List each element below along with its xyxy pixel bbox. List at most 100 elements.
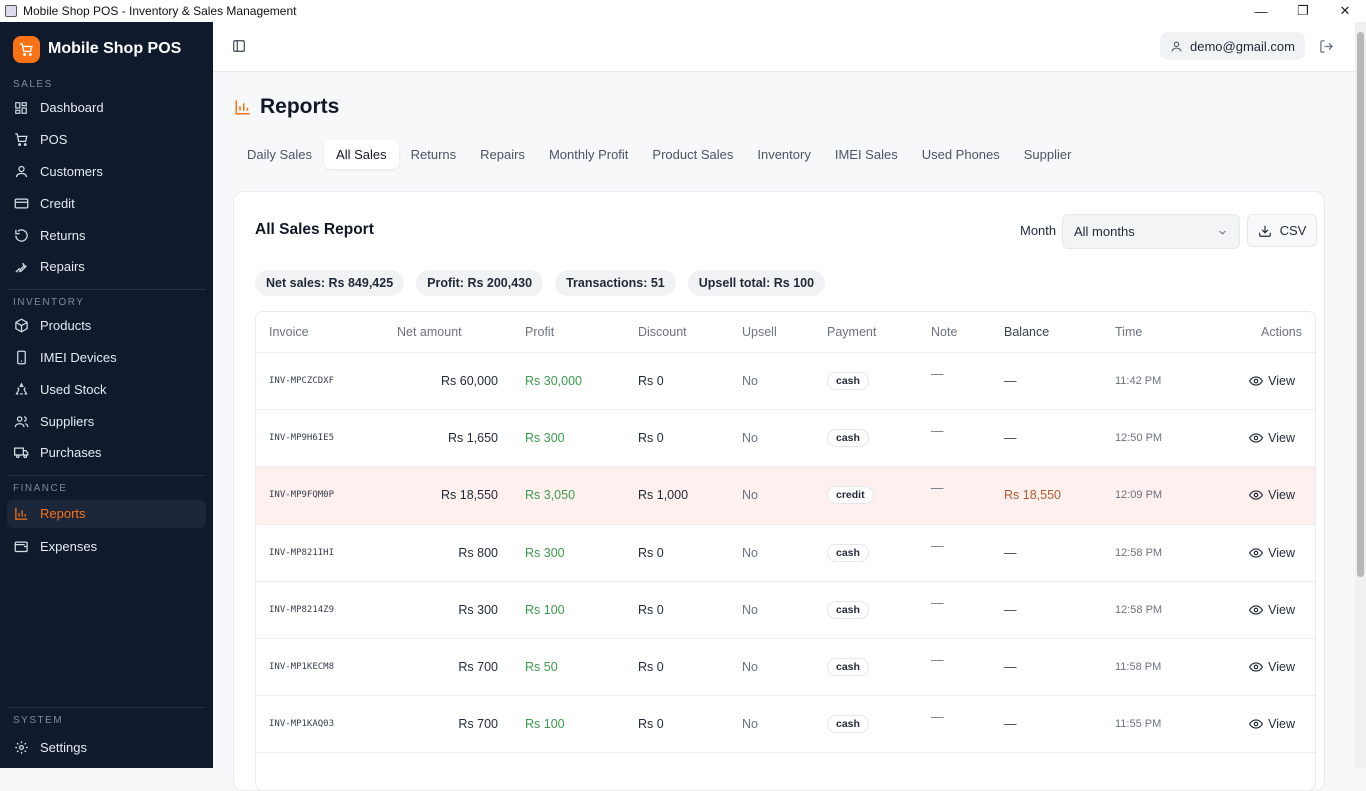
eye-icon bbox=[1249, 547, 1264, 558]
brand-name: Mobile Shop POS bbox=[48, 40, 182, 57]
view-button[interactable]: View bbox=[1215, 660, 1315, 674]
report-tabs: Daily Sales All Sales Returns Repairs Mo… bbox=[235, 140, 1083, 169]
balance: Rs 18,550 bbox=[1004, 488, 1061, 503]
view-label: View bbox=[1268, 431, 1295, 446]
sidebar-item-reports[interactable]: Reports bbox=[7, 499, 206, 528]
tab-inventory[interactable]: Inventory bbox=[757, 147, 811, 162]
sidebar-item-products[interactable]: Products bbox=[0, 310, 213, 342]
profit: Rs 100 bbox=[525, 717, 565, 732]
close-button[interactable]: ✕ bbox=[1339, 3, 1351, 18]
tab-returns[interactable]: Returns bbox=[410, 147, 457, 162]
sidebar-item-settings[interactable]: Settings bbox=[0, 732, 213, 764]
sidebar-item-credit[interactable]: Credit bbox=[0, 187, 213, 219]
table-row: INV-MPCZCDXF Rs 60,000 Rs 30,000 Rs 0 No… bbox=[256, 353, 1315, 411]
net-amount: Rs 800 bbox=[458, 545, 498, 560]
chart-icon bbox=[13, 506, 29, 522]
view-button[interactable]: View bbox=[1215, 717, 1315, 731]
profit: Rs 3,050 bbox=[525, 488, 576, 503]
eye-icon bbox=[1249, 490, 1264, 501]
invoice-id: INV-MP1KAQ03 bbox=[269, 719, 335, 730]
divider bbox=[7, 288, 206, 290]
sidebar-item-suppliers[interactable]: Suppliers bbox=[0, 405, 213, 437]
user-email: demo@gmail.com bbox=[1190, 38, 1295, 54]
sidebar-item-label: Returns bbox=[40, 227, 86, 243]
balance: — bbox=[1004, 660, 1017, 675]
brand[interactable]: Mobile Shop POS bbox=[0, 22, 213, 76]
view-button[interactable]: View bbox=[1215, 374, 1315, 388]
discount: Rs 0 bbox=[638, 602, 664, 617]
sidebar-toggle-icon[interactable] bbox=[232, 39, 246, 53]
payment-cell: credit bbox=[827, 486, 931, 505]
credit-card-icon bbox=[13, 195, 29, 211]
view-button[interactable]: View bbox=[1215, 546, 1315, 560]
sidebar: Mobile Shop POS SALES Dashboard POS Cust… bbox=[0, 22, 213, 768]
logout-icon[interactable] bbox=[1319, 39, 1334, 59]
tab-repairs[interactable]: Repairs bbox=[480, 147, 525, 162]
tab-imei-sales[interactable]: IMEI Sales bbox=[834, 147, 898, 162]
tab-product-sales[interactable]: Product Sales bbox=[652, 147, 734, 162]
sidebar-item-label: POS bbox=[40, 132, 68, 148]
section-label-finance: FINANCE bbox=[13, 482, 68, 494]
payment-badge: cash bbox=[827, 429, 869, 448]
minimize-button[interactable]: — bbox=[1254, 3, 1268, 19]
view-button[interactable]: View bbox=[1215, 603, 1315, 617]
col-balance: Balance bbox=[1004, 325, 1050, 339]
discount: Rs 0 bbox=[638, 545, 664, 560]
user-menu[interactable]: demo@gmail.com bbox=[1160, 32, 1305, 60]
invoice-id: INV-MP9H6IE5 bbox=[269, 433, 335, 444]
maximize-button[interactable]: ❐ bbox=[1297, 3, 1309, 18]
divider bbox=[7, 707, 206, 708]
profit: Rs 300 bbox=[525, 431, 565, 446]
profit: Rs 50 bbox=[525, 660, 558, 675]
section-label-inventory: INVENTORY bbox=[13, 296, 85, 308]
tab-all-sales[interactable]: All Sales bbox=[324, 140, 399, 169]
tab-daily-sales[interactable]: Daily Sales bbox=[247, 147, 313, 162]
sidebar-item-customers[interactable]: Customers bbox=[0, 156, 213, 188]
payment-badge: cash bbox=[827, 600, 869, 619]
sidebar-item-expenses[interactable]: Expenses bbox=[0, 531, 213, 563]
upsell: No bbox=[742, 431, 758, 446]
truck-icon bbox=[13, 445, 29, 461]
top-bar: demo@gmail.com bbox=[213, 22, 1355, 72]
invoice-id: INV-MP821IHI bbox=[269, 547, 335, 558]
month-select[interactable]: All months bbox=[1062, 214, 1240, 249]
payment-cell: cash bbox=[827, 715, 931, 734]
sidebar-item-returns[interactable]: Returns bbox=[0, 219, 213, 251]
sidebar-item-dashboard[interactable]: Dashboard bbox=[0, 92, 213, 124]
divider bbox=[7, 474, 206, 476]
sales-table: Invoice Net amount Profit Discount Upsel… bbox=[255, 311, 1316, 791]
tab-used-phones[interactable]: Used Phones bbox=[921, 147, 1000, 162]
note: — bbox=[931, 595, 944, 610]
invoice-id: INV-MP1KECM8 bbox=[269, 662, 335, 673]
view-button[interactable]: View bbox=[1215, 431, 1315, 445]
user-icon bbox=[1171, 41, 1182, 51]
view-button[interactable]: View bbox=[1215, 488, 1315, 502]
main-area: demo@gmail.com Reports Daily Sales All S… bbox=[213, 22, 1355, 791]
time: 11:58 PM bbox=[1115, 661, 1162, 674]
note-cell: — bbox=[931, 424, 1004, 445]
upsell: No bbox=[742, 488, 758, 503]
csv-export-button[interactable]: CSV bbox=[1247, 214, 1317, 247]
upsell: No bbox=[742, 717, 758, 732]
upsell: No bbox=[742, 374, 758, 389]
package-icon bbox=[13, 318, 29, 334]
sidebar-item-purchases[interactable]: Purchases bbox=[0, 437, 213, 469]
upsell: No bbox=[742, 545, 758, 560]
tab-supplier[interactable]: Supplier bbox=[1023, 147, 1072, 162]
payment-badge: cash bbox=[827, 658, 869, 677]
report-card: All Sales Report Month All months CSV Ne… bbox=[233, 191, 1325, 791]
col-upsell: Upsell bbox=[742, 325, 777, 339]
balance: — bbox=[1004, 431, 1017, 446]
note-cell: — bbox=[931, 653, 1004, 674]
sidebar-item-repairs[interactable]: Repairs bbox=[0, 251, 213, 283]
sidebar-item-used-stock[interactable]: Used Stock bbox=[0, 373, 213, 405]
sidebar-item-label: IMEI Devices bbox=[40, 349, 117, 365]
balance: — bbox=[1004, 374, 1017, 389]
col-payment: Payment bbox=[827, 325, 877, 339]
sidebar-item-imei-devices[interactable]: IMEI Devices bbox=[0, 342, 213, 374]
tab-monthly-profit[interactable]: Monthly Profit bbox=[548, 147, 629, 162]
page-scrollbar[interactable] bbox=[1355, 22, 1366, 768]
scrollbar-thumb[interactable] bbox=[1357, 32, 1364, 577]
window-title: Mobile Shop POS - Inventory & Sales Mana… bbox=[23, 4, 297, 18]
sidebar-item-pos[interactable]: POS bbox=[0, 124, 213, 156]
